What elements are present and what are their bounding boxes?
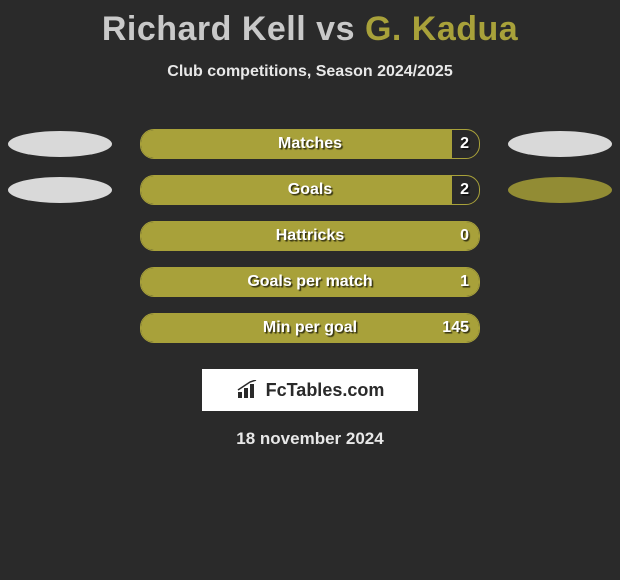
- vs-text: vs: [316, 10, 355, 48]
- right-indicator-ellipse: [508, 131, 612, 157]
- stat-bar: Matches 2: [140, 129, 480, 159]
- stat-row: Goals per match 1: [0, 267, 620, 297]
- stat-label: Min per goal: [141, 314, 479, 342]
- stat-value: 2: [460, 176, 469, 204]
- stats-container: Matches 2 Goals 2 Hattricks 0 Goals per …: [0, 129, 620, 343]
- player2-name: G. Kadua: [365, 10, 518, 48]
- stat-label: Matches: [141, 130, 479, 158]
- stat-bar: Goals per match 1: [140, 267, 480, 297]
- stat-value: 145: [442, 314, 469, 342]
- page-title: Richard Kell vs G. Kadua: [0, 0, 620, 49]
- stat-value: 1: [460, 268, 469, 296]
- player1-name: Richard Kell: [102, 10, 306, 48]
- stat-label: Hattricks: [141, 222, 479, 250]
- date-text: 18 november 2024: [0, 429, 620, 449]
- stat-row: Matches 2: [0, 129, 620, 159]
- stat-value: 0: [460, 222, 469, 250]
- stat-row: Goals 2: [0, 175, 620, 205]
- left-indicator-ellipse: [8, 177, 112, 203]
- stat-label: Goals: [141, 176, 479, 204]
- brand-box: FcTables.com: [202, 369, 418, 411]
- bar-chart-icon: [236, 380, 260, 400]
- brand-text: FcTables.com: [266, 380, 385, 401]
- stat-value: 2: [460, 130, 469, 158]
- stat-label: Goals per match: [141, 268, 479, 296]
- stat-bar: Min per goal 145: [140, 313, 480, 343]
- subtitle: Club competitions, Season 2024/2025: [0, 63, 620, 81]
- right-indicator-ellipse: [508, 177, 612, 203]
- stat-bar: Goals 2: [140, 175, 480, 205]
- stat-row: Min per goal 145: [0, 313, 620, 343]
- stat-row: Hattricks 0: [0, 221, 620, 251]
- stat-bar: Hattricks 0: [140, 221, 480, 251]
- left-indicator-ellipse: [8, 131, 112, 157]
